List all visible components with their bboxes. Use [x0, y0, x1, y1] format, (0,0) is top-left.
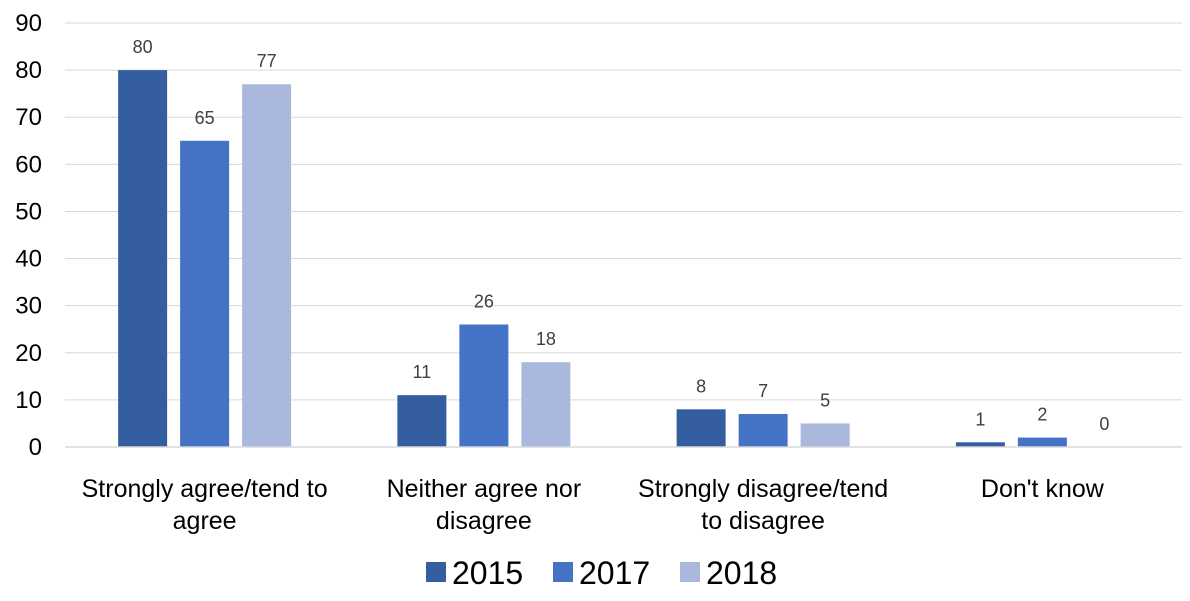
- legend-swatch: [426, 562, 446, 582]
- legend-label: 2017: [579, 555, 650, 591]
- y-tick-label: 50: [15, 198, 42, 225]
- data-label: 77: [257, 51, 277, 71]
- data-label: 26: [474, 292, 494, 312]
- category-label: disagree: [436, 507, 532, 535]
- bar-2017-0: [180, 140, 230, 447]
- data-label: 65: [195, 108, 215, 128]
- data-label: 0: [1099, 414, 1109, 434]
- category-label: agree: [173, 507, 237, 535]
- x-axis: Strongly agree/tend to agree Neither agree…: [65, 446, 1182, 535]
- bar-2018-0: [242, 84, 292, 447]
- legend: 2015 2017 2018: [426, 555, 777, 591]
- y-tick-label: 70: [15, 104, 42, 131]
- bar-2015-3: [955, 442, 1005, 447]
- bar-2015-1: [397, 395, 447, 447]
- category-label: Neither agree nor: [387, 475, 582, 503]
- category-label: Strongly disagree/tend: [638, 475, 888, 503]
- bar-2018-2: [800, 423, 850, 447]
- data-labels: 80 65 77 11 26 18 8 7 5 1 2 0: [133, 37, 1110, 434]
- bar-2015-0: [118, 70, 168, 447]
- legend-label: 2018: [706, 555, 777, 591]
- data-label: 7: [758, 381, 768, 401]
- y-tick-label: 20: [15, 340, 42, 367]
- data-label: 5: [820, 390, 830, 410]
- legend-swatch: [553, 562, 573, 582]
- y-tick-label: 80: [15, 57, 42, 84]
- data-label: 1: [975, 409, 985, 429]
- data-label: 80: [133, 37, 153, 57]
- category-label: Strongly agree/tend to: [82, 475, 328, 503]
- category-label: Don't know: [981, 475, 1105, 503]
- bars: [118, 70, 1067, 447]
- data-label: 2: [1037, 405, 1047, 425]
- bar-2015-2: [676, 409, 726, 447]
- legend-label: 2015: [452, 555, 523, 591]
- data-label: 11: [413, 362, 432, 382]
- bar-2017-1: [459, 324, 509, 447]
- category-label: to disagree: [701, 507, 825, 535]
- y-tick-label: 90: [15, 10, 42, 37]
- y-tick-label: 40: [15, 246, 42, 273]
- y-tick-label: 30: [15, 293, 42, 320]
- y-axis: 0 10 20 30 40 50 60 70 80 90: [15, 10, 42, 461]
- bar-2017-2: [738, 414, 788, 447]
- bar-2018-1: [521, 362, 571, 447]
- y-tick-label: 10: [15, 387, 42, 414]
- data-label: 18: [536, 329, 556, 349]
- data-label: 8: [696, 376, 706, 396]
- bar-2017-3: [1017, 437, 1067, 447]
- legend-swatch: [680, 562, 700, 582]
- gridlines: [65, 22, 1182, 401]
- y-tick-label: 0: [29, 434, 42, 461]
- y-tick-label: 60: [15, 151, 42, 178]
